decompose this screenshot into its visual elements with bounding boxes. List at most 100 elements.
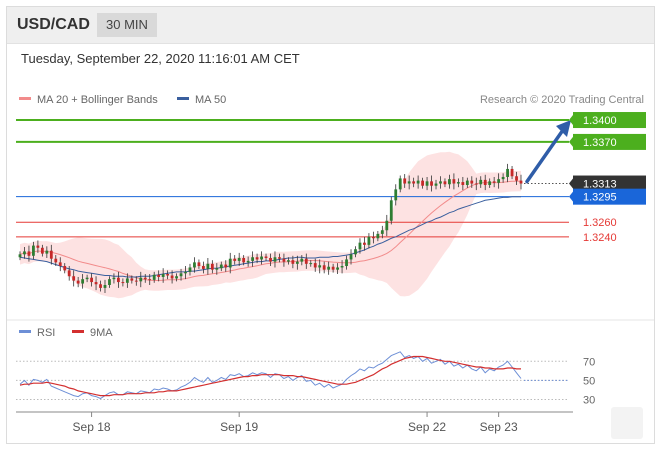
candle-body bbox=[215, 268, 219, 270]
candle-body bbox=[99, 284, 102, 288]
candle-body bbox=[416, 180, 420, 184]
legend-swatch-rsi bbox=[19, 330, 31, 333]
price-legend: MA 20 + Bollinger Bands MA 50 bbox=[19, 94, 226, 106]
chart-widget: USD/CAD 30 MIN Tuesday, September 22, 20… bbox=[6, 6, 655, 444]
candle-body bbox=[389, 200, 393, 221]
candle-body bbox=[58, 262, 62, 267]
candle-body bbox=[40, 247, 44, 254]
x-tick-label: Sep 19 bbox=[220, 420, 258, 434]
candle-body bbox=[134, 280, 138, 282]
candle-body bbox=[184, 271, 187, 274]
chart-header: USD/CAD 30 MIN bbox=[7, 7, 654, 44]
candlesticks bbox=[18, 163, 523, 294]
candle-body bbox=[470, 180, 474, 184]
candle-body bbox=[380, 230, 384, 234]
candle-body bbox=[291, 260, 295, 264]
candle-body bbox=[456, 182, 460, 184]
candle-body bbox=[152, 274, 156, 280]
candle-body bbox=[318, 265, 322, 268]
level-label-1.3400: 1.3400 bbox=[583, 115, 617, 127]
candle-body bbox=[32, 245, 35, 256]
candle-body bbox=[434, 183, 438, 186]
candle-body bbox=[394, 189, 398, 201]
candle-body bbox=[448, 179, 451, 185]
candle-body bbox=[45, 250, 49, 254]
candle-body bbox=[108, 279, 111, 285]
candle-body bbox=[255, 257, 259, 260]
legend-label-rsi: RSI bbox=[37, 327, 55, 339]
candle-body bbox=[130, 278, 134, 281]
candle-body bbox=[224, 264, 228, 268]
candle-body bbox=[363, 242, 366, 245]
candle-body bbox=[407, 181, 411, 184]
candle-body bbox=[412, 181, 416, 184]
level-tag-pointer bbox=[569, 136, 573, 147]
candle-body bbox=[367, 236, 371, 245]
candle-body bbox=[23, 251, 26, 255]
candle-body bbox=[90, 277, 93, 283]
rsi-9ma-line bbox=[19, 355, 521, 397]
candle-body bbox=[483, 179, 487, 185]
candle-body bbox=[143, 277, 147, 280]
candle-body bbox=[488, 181, 492, 185]
candle-body bbox=[36, 245, 40, 248]
candle-body bbox=[170, 275, 174, 279]
level-label-1.3260: 1.3260 bbox=[583, 217, 617, 229]
candle-body bbox=[322, 265, 326, 270]
level-tag-1.3295 bbox=[573, 188, 646, 205]
candle-body bbox=[49, 250, 53, 259]
candle-body bbox=[273, 257, 277, 262]
level-tag-pointer bbox=[569, 178, 573, 189]
candle-body bbox=[251, 257, 255, 261]
candle-body bbox=[63, 266, 67, 271]
level-label-1.3370: 1.3370 bbox=[583, 137, 617, 149]
candle-body bbox=[228, 258, 232, 268]
level-tag-pointer bbox=[569, 191, 573, 202]
candle-body bbox=[345, 259, 348, 267]
candle-body bbox=[331, 266, 335, 270]
candle-body bbox=[519, 180, 523, 184]
candle-body bbox=[304, 258, 308, 264]
candle-body bbox=[202, 266, 205, 269]
candle-body bbox=[430, 181, 433, 186]
candle-body bbox=[295, 261, 299, 264]
candle-body bbox=[349, 254, 353, 260]
timeframe-badge[interactable]: 30 MIN bbox=[97, 13, 157, 37]
candle-body bbox=[157, 274, 161, 277]
candle-body bbox=[72, 276, 76, 281]
candle-body bbox=[398, 178, 402, 190]
candle-body bbox=[501, 176, 505, 180]
legend-label-ma50: MA 50 bbox=[195, 94, 226, 106]
level-label-1.3313: 1.3313 bbox=[583, 179, 617, 191]
candle-body bbox=[193, 262, 196, 268]
candle-body bbox=[371, 236, 375, 239]
symbol-title: USD/CAD bbox=[17, 16, 90, 33]
candle-body bbox=[309, 263, 313, 265]
candle-body bbox=[81, 279, 85, 284]
price-levels bbox=[16, 119, 569, 238]
candle-body bbox=[278, 257, 281, 259]
rsi-tick-label-30: 30 bbox=[583, 394, 595, 406]
candle-body bbox=[27, 251, 31, 256]
candle-body bbox=[354, 249, 357, 255]
x-tick-label: Sep 18 bbox=[73, 420, 111, 434]
candle-body bbox=[237, 257, 241, 261]
candle-body bbox=[269, 257, 272, 262]
x-axis: Sep 18 Sep 19 Sep 22 Sep 23 bbox=[16, 411, 573, 434]
candle-body bbox=[403, 178, 407, 184]
candle-body bbox=[260, 256, 263, 260]
copyright-label: Research © 2020 Trading Central bbox=[480, 94, 644, 106]
candle-body bbox=[358, 242, 362, 250]
candle-body bbox=[439, 181, 442, 184]
candle-body bbox=[166, 274, 170, 276]
candle-body bbox=[148, 279, 152, 281]
candle-body bbox=[515, 176, 518, 181]
candle-body bbox=[421, 180, 424, 186]
candle-body bbox=[246, 260, 250, 263]
candle-body bbox=[443, 181, 447, 185]
bollinger-band bbox=[20, 151, 521, 299]
candle-body bbox=[85, 277, 89, 280]
candle-body bbox=[510, 168, 514, 177]
candle-body bbox=[188, 267, 192, 272]
candle-body bbox=[103, 284, 107, 288]
